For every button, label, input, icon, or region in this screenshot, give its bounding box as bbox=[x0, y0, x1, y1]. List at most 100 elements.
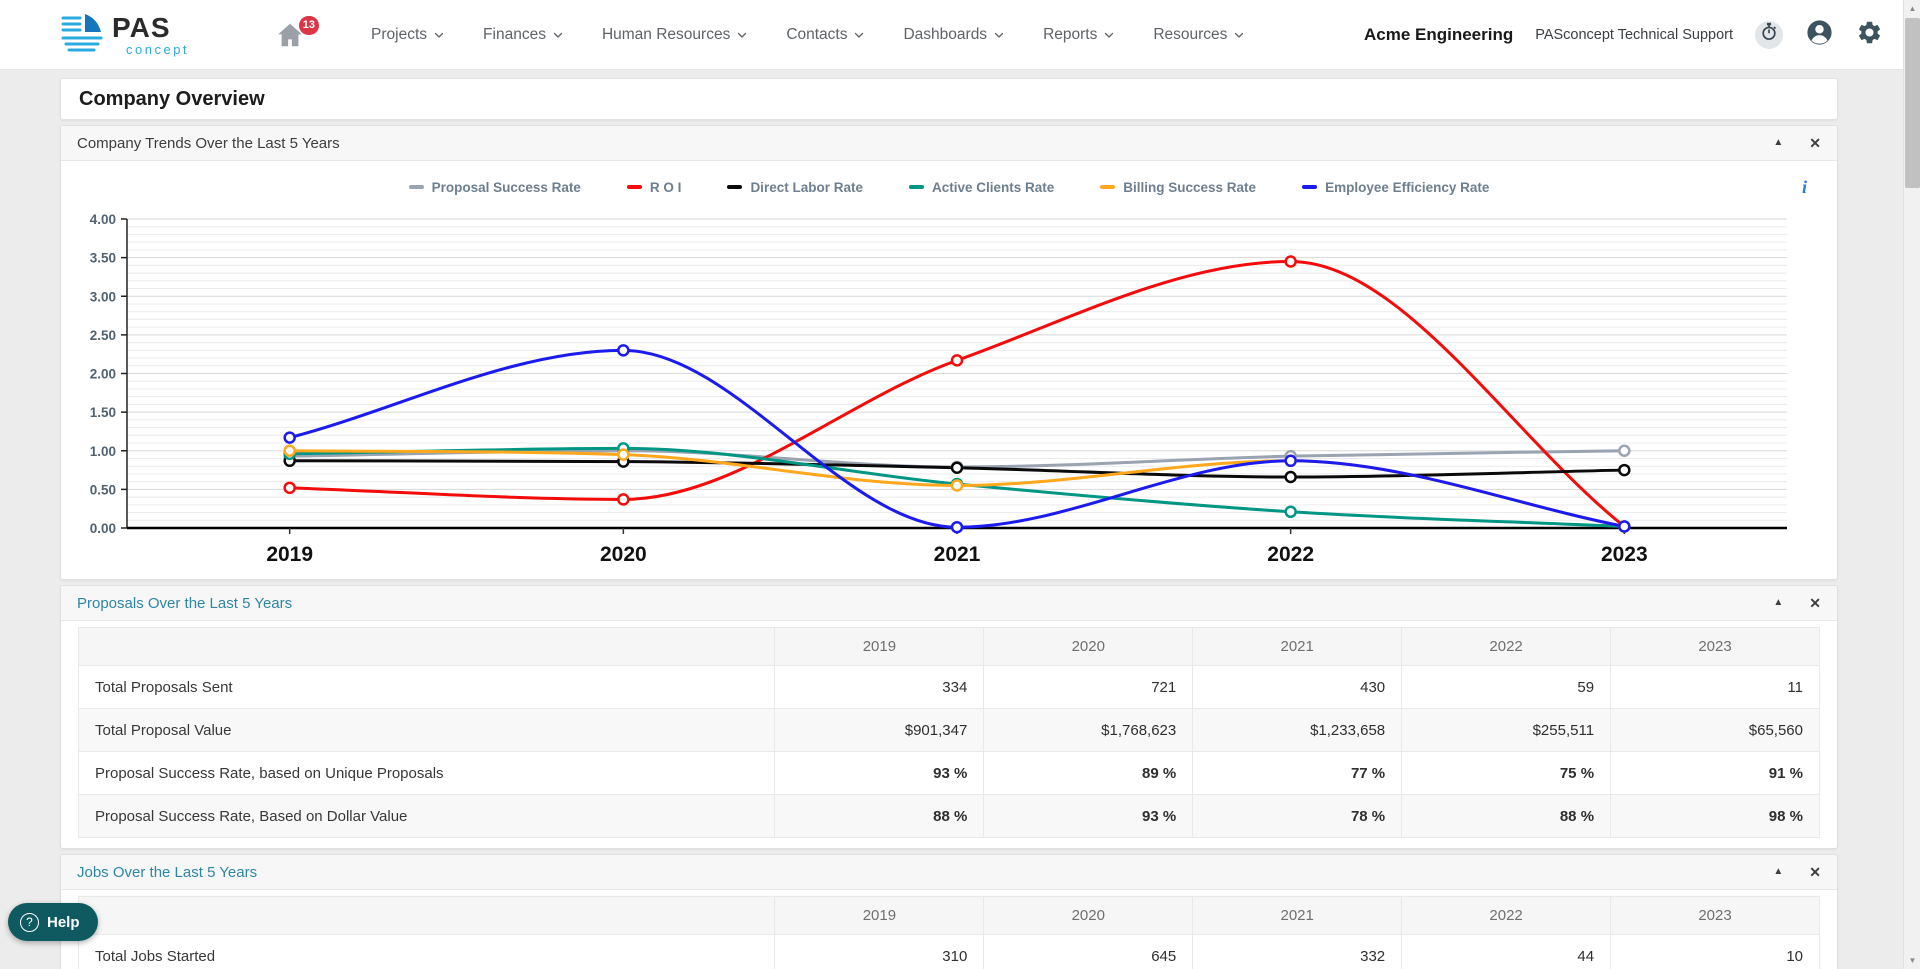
legend-color-dash bbox=[908, 185, 924, 189]
account-icon bbox=[1805, 18, 1834, 52]
menu-label: Projects bbox=[371, 25, 428, 43]
home-icon bbox=[275, 23, 305, 54]
home-button[interactable]: 13 bbox=[275, 15, 320, 50]
svg-text:0.50: 0.50 bbox=[90, 482, 116, 497]
menu-label: Resources bbox=[1153, 25, 1228, 43]
column-header-empty bbox=[77, 627, 776, 666]
logo[interactable]: PAS concept bbox=[60, 10, 189, 59]
vertical-scrollbar[interactable]: ▲ ▼ bbox=[1903, 0, 1920, 969]
cell-value: 332 bbox=[1192, 934, 1403, 969]
svg-text:0.00: 0.00 bbox=[90, 521, 116, 536]
logo-icon bbox=[60, 10, 104, 59]
cell-value: 44 bbox=[1401, 934, 1612, 969]
cell-value: 430 bbox=[1192, 665, 1403, 709]
help-button[interactable]: ? Help bbox=[8, 903, 98, 941]
panel-jobs: Jobs Over the Last 5 Years ▲ ✕ 2019 2020 2… bbox=[60, 854, 1838, 969]
svg-text:4.00: 4.00 bbox=[90, 212, 116, 227]
account-button[interactable] bbox=[1805, 18, 1834, 52]
column-header-2020: 2020 bbox=[983, 896, 1194, 935]
close-panel-icon[interactable]: ✕ bbox=[1809, 135, 1821, 151]
legend-color-dash bbox=[626, 185, 642, 189]
support-link[interactable]: PASconcept Technical Support bbox=[1535, 26, 1733, 43]
menu-resources[interactable]: Resources bbox=[1153, 26, 1245, 44]
notification-badge[interactable]: 13 bbox=[298, 15, 320, 35]
chevron-down-icon bbox=[738, 32, 747, 38]
cell-value: 645 bbox=[983, 934, 1194, 969]
menu-projects[interactable]: Projects bbox=[371, 26, 445, 44]
collapse-panel-icon[interactable]: ▲ bbox=[1773, 866, 1784, 877]
cell-value: 10 bbox=[1610, 934, 1820, 969]
legend-label: Proposal Success Rate bbox=[431, 179, 581, 195]
cell-value: 721 bbox=[983, 665, 1194, 709]
column-header-2023: 2023 bbox=[1610, 896, 1820, 935]
svg-text:3.00: 3.00 bbox=[90, 289, 116, 304]
svg-text:2019: 2019 bbox=[266, 543, 313, 566]
panel-header-proposals: Proposals Over the Last 5 Years ▲ ✕ bbox=[61, 586, 1837, 621]
menu-reports[interactable]: Reports bbox=[1043, 26, 1115, 44]
menu-dashboards[interactable]: Dashboards bbox=[903, 26, 1005, 44]
chevron-down-icon bbox=[994, 32, 1004, 38]
cell-value: 334 bbox=[774, 665, 985, 709]
menu-contacts[interactable]: Contacts bbox=[786, 26, 865, 44]
legend-item-employee-efficiency-rate[interactable]: Employee Efficiency Rate bbox=[1302, 180, 1489, 195]
row-label: Proposal Success Rate, based on Unique P… bbox=[77, 751, 776, 795]
legend-item-direct-labor-rate[interactable]: Direct Labor Rate bbox=[727, 180, 863, 195]
legend-color-dash bbox=[408, 185, 424, 189]
trends-line-chart[interactable]: 0.00 0.50 1.00 1.50 2.00 2.50 3.00 3.50 4.00 2019… bbox=[61, 205, 1837, 577]
menu-label: Finances bbox=[483, 25, 546, 43]
column-header-2020: 2020 bbox=[983, 627, 1194, 666]
legend-item-proposal-success-rate[interactable]: Proposal Success Rate bbox=[408, 179, 581, 195]
row-label: Total Proposal Value bbox=[77, 708, 776, 752]
navbar-right: Acme Engineering PASconcept Technical Su… bbox=[1364, 18, 1883, 52]
cell-value: 78 % bbox=[1192, 794, 1403, 838]
column-header-2019: 2019 bbox=[774, 627, 985, 666]
settings-button[interactable] bbox=[1856, 19, 1883, 51]
collapse-panel-icon[interactable]: ▲ bbox=[1773, 137, 1784, 148]
cell-value: 310 bbox=[774, 934, 985, 969]
svg-text:2021: 2021 bbox=[934, 543, 981, 566]
cell-value: 91 % bbox=[1610, 751, 1820, 795]
collapse-panel-icon[interactable]: ▲ bbox=[1773, 597, 1784, 608]
row-label: Proposal Success Rate, Based on Dollar V… bbox=[77, 794, 776, 838]
cell-value: $901,347 bbox=[774, 708, 985, 752]
panel-header-jobs: Jobs Over the Last 5 Years ▲ ✕ bbox=[61, 855, 1837, 890]
close-panel-icon[interactable]: ✕ bbox=[1809, 595, 1821, 611]
table-row-proposal-success-rate-based-on-unique-proposals: Proposal Success Rate, based on Unique P… bbox=[77, 751, 1820, 795]
svg-text:2022: 2022 bbox=[1267, 543, 1314, 566]
info-icon[interactable]: i bbox=[1801, 177, 1807, 197]
chevron-down-icon bbox=[1235, 32, 1244, 38]
svg-text:3.50: 3.50 bbox=[90, 251, 116, 266]
panel-company-trends: Company Trends Over the Last 5 Years ▲ ✕… bbox=[60, 125, 1838, 580]
column-header-empty bbox=[77, 896, 776, 935]
cell-value: 93 % bbox=[983, 794, 1194, 838]
cell-value: 88 % bbox=[774, 794, 985, 838]
scroll-up-icon[interactable]: ▲ bbox=[1908, 4, 1917, 13]
table-row-proposal-success-rate-based-on-dollar-value: Proposal Success Rate, Based on Dollar V… bbox=[77, 794, 1820, 838]
table-row-total-proposal-value: Total Proposal Value $901,347 $1,768,623 $1… bbox=[77, 708, 1820, 752]
table-header-row: 2019 2020 2021 2022 2023 bbox=[77, 627, 1820, 666]
company-name: Acme Engineering bbox=[1363, 24, 1514, 44]
main-menu: Projects Finances Human Resources Contacts D… bbox=[371, 26, 1245, 44]
menu-human-resources[interactable]: Human Resources bbox=[602, 26, 748, 44]
page-title: Company Overview bbox=[79, 87, 265, 110]
legend-label: Direct Labor Rate bbox=[750, 179, 863, 195]
page-title-card: Company Overview bbox=[60, 78, 1838, 120]
scrollbar-thumb[interactable] bbox=[1905, 18, 1920, 188]
panel-header-trends: Company Trends Over the Last 5 Years ▲ ✕ bbox=[61, 126, 1837, 161]
column-header-2022: 2022 bbox=[1401, 896, 1612, 935]
panel-title-proposals: Proposals Over the Last 5 Years bbox=[77, 594, 293, 612]
menu-label: Contacts bbox=[786, 25, 848, 43]
chevron-down-icon bbox=[855, 32, 864, 38]
row-label: Total Jobs Started bbox=[77, 934, 776, 969]
main-content: Company Overview Company Trends Over the… bbox=[0, 78, 1903, 969]
legend-item-r-o-i[interactable]: R O I bbox=[626, 180, 681, 195]
scroll-down-icon[interactable]: ▼ bbox=[1908, 956, 1917, 965]
menu-finances[interactable]: Finances bbox=[483, 26, 564, 44]
gear-icon bbox=[1856, 19, 1883, 51]
close-panel-icon[interactable]: ✕ bbox=[1809, 864, 1821, 880]
legend-item-billing-success-rate[interactable]: Billing Success Rate bbox=[1100, 180, 1256, 195]
legend-item-active-clients-rate[interactable]: Active Clients Rate bbox=[908, 180, 1054, 195]
stopwatch-icon bbox=[1759, 22, 1779, 47]
svg-text:2.50: 2.50 bbox=[90, 328, 116, 343]
timer-button[interactable] bbox=[1755, 20, 1783, 49]
